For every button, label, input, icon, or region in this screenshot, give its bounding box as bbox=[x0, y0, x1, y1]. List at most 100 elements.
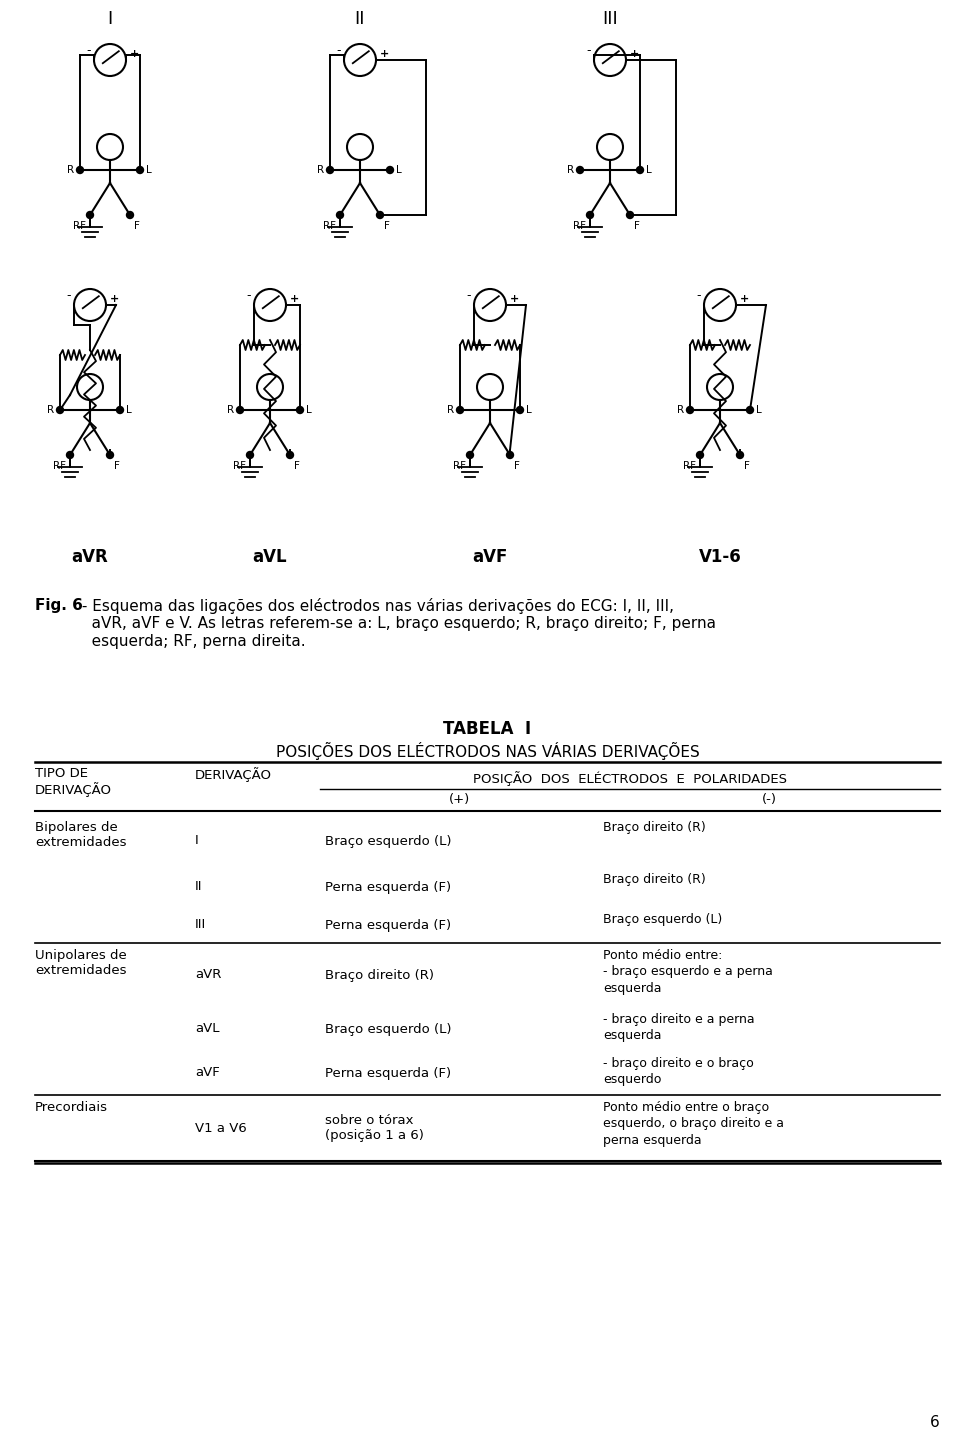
Text: POSIÇÃO  DOS  ELÉCTRODOS  E  POLARIDADES: POSIÇÃO DOS ELÉCTRODOS E POLARIDADES bbox=[473, 771, 787, 787]
Circle shape bbox=[376, 211, 383, 218]
Text: aVR: aVR bbox=[72, 548, 108, 565]
Text: RF: RF bbox=[73, 221, 86, 231]
Text: III: III bbox=[195, 918, 206, 931]
Text: - braço direito e a perna
esquerda: - braço direito e a perna esquerda bbox=[603, 1014, 755, 1043]
Circle shape bbox=[387, 166, 394, 174]
Text: Ponto médio entre:
- braço esquerdo e a perna
esquerda: Ponto médio entre: - braço esquerdo e a … bbox=[603, 949, 773, 995]
Text: aVL: aVL bbox=[195, 1022, 220, 1035]
Text: Braço esquerdo (L): Braço esquerdo (L) bbox=[325, 834, 451, 847]
Circle shape bbox=[57, 406, 63, 414]
Circle shape bbox=[236, 406, 244, 414]
Text: RF: RF bbox=[683, 461, 696, 471]
Circle shape bbox=[736, 451, 743, 458]
Circle shape bbox=[107, 451, 113, 458]
Text: L: L bbox=[646, 165, 652, 175]
Text: +: + bbox=[130, 49, 139, 59]
Text: R: R bbox=[566, 165, 574, 175]
Circle shape bbox=[66, 451, 74, 458]
Text: R: R bbox=[67, 165, 74, 175]
Text: DERIVAÇÃO: DERIVAÇÃO bbox=[195, 766, 272, 782]
Text: -: - bbox=[587, 43, 591, 56]
Text: Ponto médio entre o braço
esquerdo, o braço direito e a
perna esquerda: Ponto médio entre o braço esquerdo, o br… bbox=[603, 1100, 784, 1147]
Text: F: F bbox=[384, 221, 390, 231]
Text: I: I bbox=[195, 834, 199, 847]
Text: - braço direito e o braço
esquerdo: - braço direito e o braço esquerdo bbox=[603, 1057, 754, 1086]
Text: L: L bbox=[146, 165, 152, 175]
Text: Unipolares de
extremidades: Unipolares de extremidades bbox=[35, 949, 127, 977]
Text: Perna esquerda (F): Perna esquerda (F) bbox=[325, 918, 451, 931]
Text: F: F bbox=[514, 461, 520, 471]
Circle shape bbox=[467, 451, 473, 458]
Text: sobre o tórax
(posição 1 a 6): sobre o tórax (posição 1 a 6) bbox=[325, 1113, 424, 1142]
Text: RF: RF bbox=[323, 221, 336, 231]
Text: -: - bbox=[697, 289, 701, 302]
Circle shape bbox=[457, 406, 464, 414]
Text: POSIÇÕES DOS ELÉCTRODOS NAS VÁRIAS DERIVAÇÕES: POSIÇÕES DOS ELÉCTRODOS NAS VÁRIAS DERIV… bbox=[276, 742, 700, 761]
Text: R: R bbox=[446, 405, 454, 415]
Text: aVF: aVF bbox=[472, 548, 508, 565]
Circle shape bbox=[697, 451, 704, 458]
Text: +: + bbox=[510, 294, 519, 304]
Text: (+): (+) bbox=[448, 792, 469, 805]
Text: L: L bbox=[126, 405, 132, 415]
Text: L: L bbox=[396, 165, 401, 175]
Text: RF: RF bbox=[453, 461, 466, 471]
Text: V1-6: V1-6 bbox=[699, 548, 741, 565]
Text: Perna esquerda (F): Perna esquerda (F) bbox=[325, 881, 451, 894]
Text: +: + bbox=[380, 49, 389, 59]
Text: R: R bbox=[317, 165, 324, 175]
Text: Perna esquerda (F): Perna esquerda (F) bbox=[325, 1067, 451, 1080]
Text: aVR: aVR bbox=[195, 969, 222, 982]
Text: TIPO DE
DERIVAÇÃO: TIPO DE DERIVAÇÃO bbox=[35, 766, 112, 797]
Circle shape bbox=[337, 211, 344, 218]
Text: RF: RF bbox=[53, 461, 66, 471]
Text: -: - bbox=[86, 43, 91, 56]
Circle shape bbox=[516, 406, 523, 414]
Text: -: - bbox=[247, 289, 251, 302]
Text: Braço direito (R): Braço direito (R) bbox=[603, 821, 706, 834]
Text: +: + bbox=[630, 49, 639, 59]
Circle shape bbox=[577, 166, 584, 174]
Circle shape bbox=[587, 211, 593, 218]
Circle shape bbox=[136, 166, 143, 174]
Circle shape bbox=[286, 451, 294, 458]
Text: Braço direito (R): Braço direito (R) bbox=[603, 873, 706, 886]
Circle shape bbox=[326, 166, 333, 174]
Text: -: - bbox=[66, 289, 71, 302]
Text: Braço esquerdo (L): Braço esquerdo (L) bbox=[603, 912, 722, 925]
Text: RF: RF bbox=[573, 221, 586, 231]
Text: F: F bbox=[634, 221, 640, 231]
Text: - Esquema das ligações dos eléctrodos nas várias derivações do ECG: I, II, III,
: - Esquema das ligações dos eléctrodos na… bbox=[77, 599, 716, 649]
Circle shape bbox=[686, 406, 693, 414]
Text: aVF: aVF bbox=[195, 1067, 220, 1080]
Circle shape bbox=[507, 451, 514, 458]
Circle shape bbox=[116, 406, 124, 414]
Text: F: F bbox=[294, 461, 300, 471]
Circle shape bbox=[636, 166, 643, 174]
Text: -: - bbox=[337, 43, 341, 56]
Text: III: III bbox=[602, 10, 618, 27]
Text: RF: RF bbox=[233, 461, 246, 471]
Text: 6: 6 bbox=[930, 1416, 940, 1430]
Text: (-): (-) bbox=[761, 792, 777, 805]
Text: Braço direito (R): Braço direito (R) bbox=[325, 969, 434, 982]
Circle shape bbox=[86, 211, 93, 218]
Text: +: + bbox=[740, 294, 749, 304]
Text: L: L bbox=[526, 405, 532, 415]
Text: I: I bbox=[108, 10, 112, 27]
Text: II: II bbox=[355, 10, 365, 27]
Text: R: R bbox=[227, 405, 234, 415]
Text: Fig. 6: Fig. 6 bbox=[35, 599, 83, 613]
Text: aVL: aVL bbox=[252, 548, 287, 565]
Circle shape bbox=[627, 211, 634, 218]
Circle shape bbox=[127, 211, 133, 218]
Circle shape bbox=[77, 166, 84, 174]
Circle shape bbox=[747, 406, 754, 414]
Text: R: R bbox=[47, 405, 54, 415]
Text: TABELA  I: TABELA I bbox=[444, 720, 532, 737]
Text: L: L bbox=[756, 405, 761, 415]
Text: II: II bbox=[195, 881, 203, 894]
Circle shape bbox=[247, 451, 253, 458]
Text: F: F bbox=[744, 461, 750, 471]
Text: Bipolares de
extremidades: Bipolares de extremidades bbox=[35, 821, 127, 849]
